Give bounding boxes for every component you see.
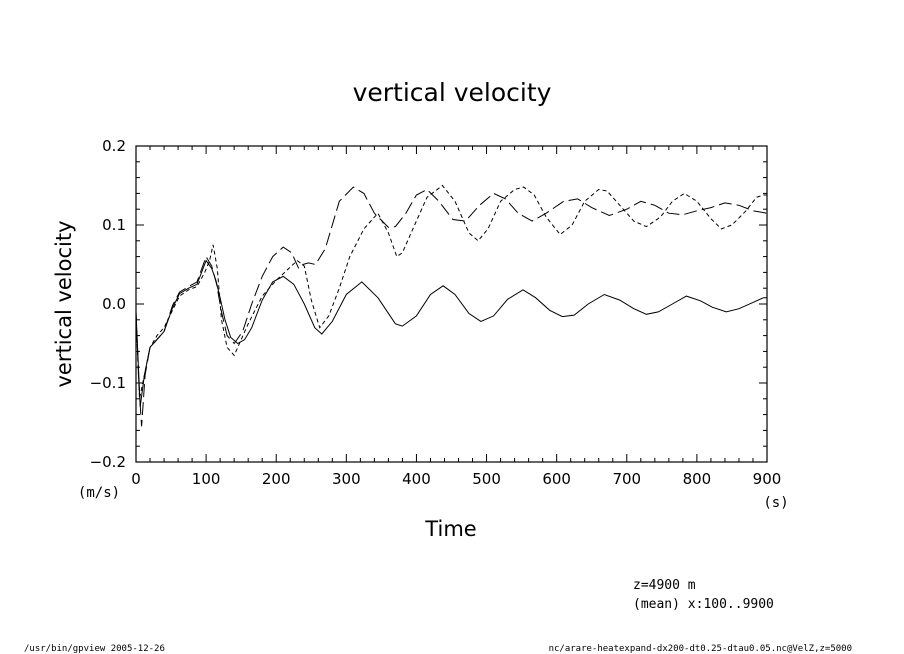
y-tick-labels: −0.2 −0.1 0.0 0.1 0.2 — [90, 137, 126, 471]
series-line-1 — [135, 259, 767, 407]
info-level: z=4900 m — [633, 578, 696, 593]
y-tick-label: 0.2 — [102, 137, 126, 155]
footer-source-file: nc/arare-heatexpand-dx200-dt0.25-dtau0.0… — [549, 644, 852, 654]
y-tick-label: −0.1 — [90, 374, 126, 392]
x-tick-label: 800 — [683, 470, 712, 488]
x-tick-label: 400 — [402, 470, 431, 488]
x-tick-label: 200 — [262, 470, 291, 488]
y-unit-label: (m/s) — [78, 485, 120, 501]
footer-command: /usr/bin/gpview 2005-12-26 — [24, 644, 165, 654]
x-tick-label: 100 — [192, 470, 221, 488]
y-tick-label: 0.0 — [102, 295, 126, 313]
chart-title: vertical velocity — [353, 78, 552, 107]
x-unit-label: (s) — [763, 495, 788, 511]
x-tick-label: 500 — [472, 470, 501, 488]
info-mean-range: (mean) x:100..9900 — [633, 597, 774, 612]
x-tick-label: 0 — [131, 470, 141, 488]
series-line-2 — [135, 184, 767, 399]
x-tick-label: 900 — [753, 470, 782, 488]
ticks-layer — [135, 145, 768, 463]
y-axis-title: vertical velocity — [52, 220, 76, 387]
x-axis-title: Time — [424, 517, 476, 541]
y-tick-label: 0.1 — [102, 216, 126, 234]
series-layer — [135, 184, 768, 427]
x-tick-label: 300 — [332, 470, 361, 488]
x-tick-labels: 0 100 200 300 400 500 600 700 800 900 — [131, 470, 781, 488]
y-tick-label: −0.2 — [90, 453, 126, 471]
x-tick-label: 700 — [612, 470, 641, 488]
x-tick-label: 600 — [542, 470, 571, 488]
series-line-3 — [135, 186, 768, 427]
